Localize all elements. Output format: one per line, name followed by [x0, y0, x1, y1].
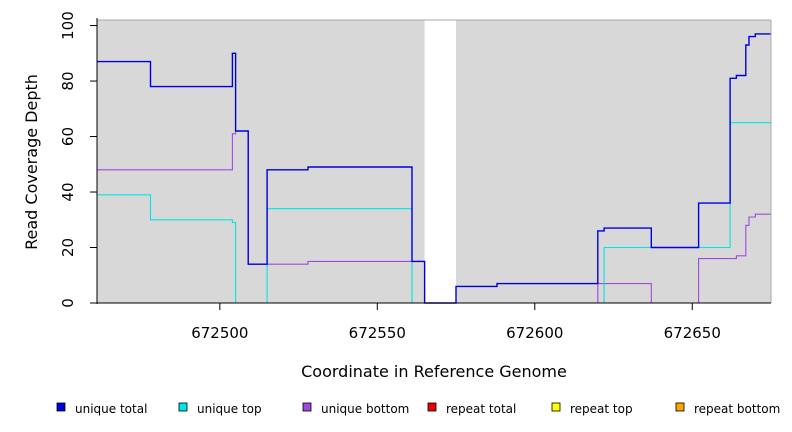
- y-tick-label: 0: [59, 298, 77, 308]
- legend-item-unique-bottom: unique bottom: [302, 402, 409, 416]
- legend-item-repeat-total: repeat total: [427, 402, 516, 416]
- y-tick-label: 60: [59, 127, 77, 146]
- legend-label: repeat bottom: [694, 402, 780, 416]
- x-tick-label: 672550: [349, 324, 406, 342]
- legend-swatch: [56, 402, 66, 412]
- legend-swatch: [178, 402, 188, 412]
- x-axis-title: Coordinate in Reference Genome: [301, 362, 567, 381]
- legend-label: repeat total: [446, 402, 516, 416]
- series-unique-total: [97, 33, 771, 304]
- legend-item-unique-top: unique top: [178, 402, 262, 416]
- legend-label: unique total: [75, 402, 147, 416]
- legend-label: repeat top: [570, 402, 633, 416]
- y-axis-ticks: 0 20 40 60 80 100: [59, 11, 97, 308]
- y-tick-label: 100: [59, 11, 77, 40]
- x-tick-label: 672600: [506, 324, 563, 342]
- x-tick-label: 672650: [664, 324, 721, 342]
- legend-swatch: [675, 402, 685, 412]
- legend-item-unique-total: unique total: [56, 402, 147, 416]
- legend-swatch: [427, 402, 437, 412]
- x-tick-label: 672500: [191, 324, 248, 342]
- legend-swatch: [302, 402, 312, 412]
- plot-area-right: [456, 20, 771, 303]
- y-tick-label: 40: [59, 182, 77, 201]
- plot-background: [97, 20, 771, 303]
- legend-label: unique top: [197, 402, 262, 416]
- y-tick-label: 20: [59, 238, 77, 257]
- y-axis-title: Read Coverage Depth: [22, 74, 41, 250]
- legend: unique total unique top unique bottom repea…: [56, 402, 780, 416]
- legend-label: unique bottom: [321, 402, 409, 416]
- x-axis-ticks: 672500 672550 672600 672650: [191, 303, 721, 342]
- legend-item-repeat-top: repeat top: [551, 402, 633, 416]
- axes: [96, 18, 772, 304]
- legend-item-repeat-bottom: repeat bottom: [675, 402, 780, 416]
- plot-area-left: [97, 20, 425, 303]
- y-tick-label: 80: [59, 71, 77, 90]
- legend-swatch: [551, 402, 561, 412]
